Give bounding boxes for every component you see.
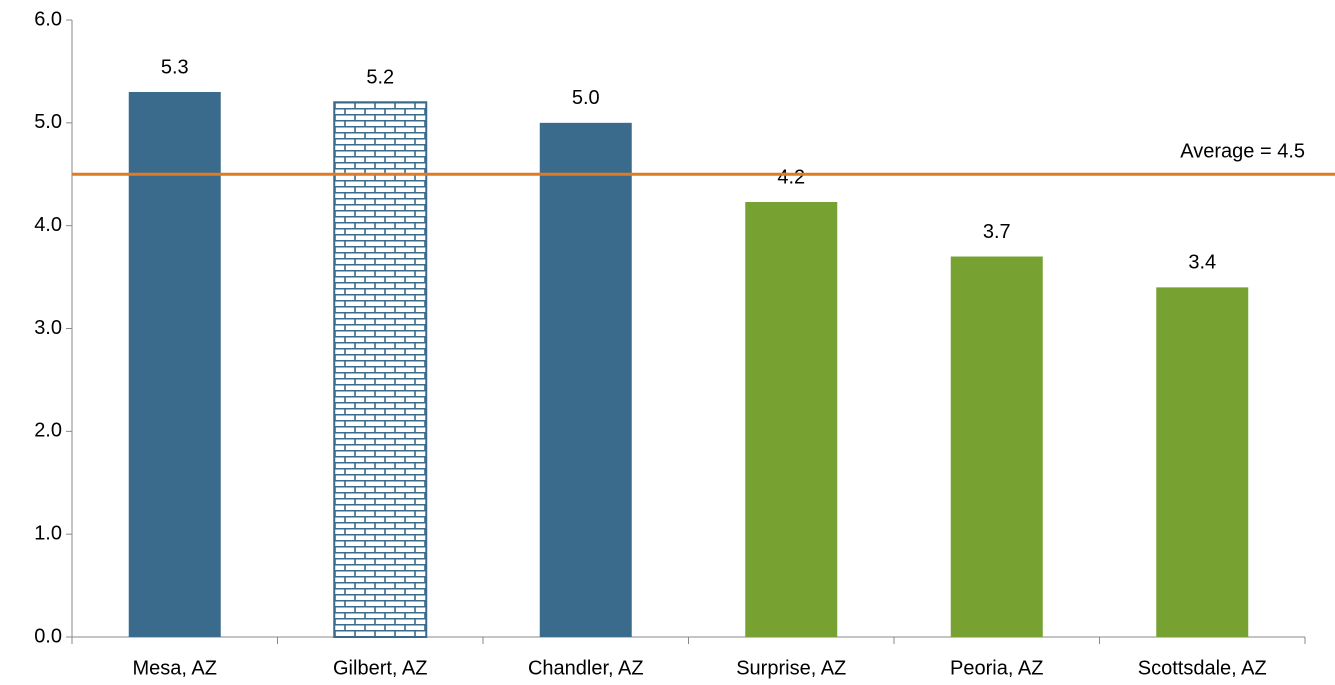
y-tick-label: 5.0 xyxy=(34,111,62,133)
average-label: Average = 4.5 xyxy=(1180,141,1305,163)
value-label: 3.4 xyxy=(1188,252,1216,274)
x-tick-label: Peoria, AZ xyxy=(950,657,1043,679)
bar xyxy=(745,202,838,637)
y-tick-label: 4.0 xyxy=(34,214,62,236)
value-label: 5.2 xyxy=(366,67,394,89)
bar xyxy=(539,122,632,638)
x-tick-label: Mesa, AZ xyxy=(133,657,217,679)
x-tick-label: Gilbert, AZ xyxy=(333,657,427,679)
y-tick-label: 2.0 xyxy=(34,420,62,442)
bar xyxy=(128,91,221,637)
value-label: 3.7 xyxy=(983,221,1011,243)
x-tick-label: Chandler, AZ xyxy=(528,657,644,679)
value-label: 5.3 xyxy=(161,56,189,78)
bar xyxy=(1156,287,1249,637)
y-tick-label: 6.0 xyxy=(34,8,62,30)
y-tick-label: 3.0 xyxy=(34,317,62,339)
bar xyxy=(950,256,1043,637)
x-tick-label: Scottsdale, AZ xyxy=(1138,657,1267,679)
y-tick-label: 0.0 xyxy=(34,625,62,647)
x-tick-label: Surprise, AZ xyxy=(736,657,846,679)
value-label: 5.0 xyxy=(572,87,600,109)
y-tick-label: 1.0 xyxy=(34,522,62,544)
bar xyxy=(333,101,428,639)
value-label: 4.2 xyxy=(777,166,805,188)
